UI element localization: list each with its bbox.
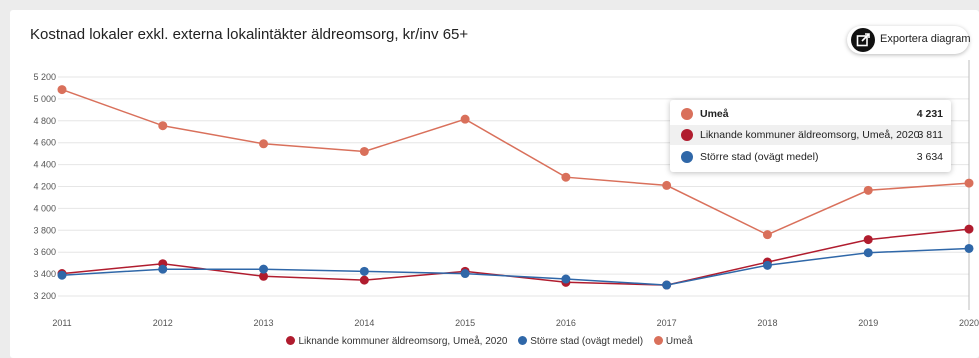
- y-tick-label: 3 600: [33, 247, 56, 257]
- grid-lines: [58, 60, 970, 310]
- legend-item-storre[interactable]: Större stad (ovägt medel): [518, 336, 643, 347]
- x-tick-label: 2019: [858, 318, 878, 328]
- legend-dot: [653, 336, 663, 345]
- x-tick-label: 2020: [959, 318, 979, 328]
- y-tick-label: 4 800: [33, 116, 56, 126]
- tooltip-row-umea: Umeå 4 231: [670, 104, 951, 124]
- legend-item-liknande[interactable]: Liknande kommuner äldreomsorg, Umeå, 202…: [286, 336, 507, 347]
- y-tick-label: 4 000: [33, 203, 56, 213]
- tooltip-name: Umeå: [700, 108, 729, 120]
- data-point: [863, 235, 873, 245]
- y-tick-label: 5 200: [33, 72, 56, 82]
- x-tick-label: 2013: [254, 318, 274, 328]
- chart-card: [10, 10, 979, 358]
- legend-label: Umeå: [665, 336, 693, 347]
- y-axis-ticks: 5 200 5 000 4 800 4 600 4 400 4 200 4 000 3 800…: [33, 72, 56, 301]
- data-point: [259, 271, 269, 281]
- legend-dot: [286, 336, 296, 345]
- legend-item-umea[interactable]: Umeå: [653, 336, 693, 347]
- data-point: [762, 260, 772, 270]
- tooltip-dot-umea: [681, 108, 693, 120]
- tooltip-row-liknande: Liknande kommuner äldreomsorg, Umeå, 202…: [670, 125, 951, 145]
- data-point: [964, 178, 974, 188]
- legend-dot: [518, 336, 528, 345]
- x-axis-ticks: 2011 2012 2013 2014 2015 2016 2017 2018 2019 2020: [52, 318, 979, 328]
- tooltip: Umeå 4 231 Liknande kommuner äldreomsorg…: [670, 100, 951, 172]
- data-point: [561, 172, 571, 182]
- y-tick-label: 4 200: [33, 182, 56, 192]
- data-point: [863, 248, 873, 258]
- chart-title: Kostnad lokaler exkl. externa lokalintäk…: [30, 26, 469, 43]
- data-point: [561, 274, 571, 284]
- tooltip-dot-liknande: [681, 129, 693, 141]
- data-point: [460, 269, 470, 279]
- legend-label: Liknande kommuner äldreomsorg, Umeå, 202…: [298, 336, 508, 347]
- data-point: [259, 139, 269, 149]
- y-tick-label: 3 800: [33, 225, 56, 235]
- series-line: [61, 247, 970, 286]
- series-points: [57, 85, 974, 290]
- series-line: [61, 88, 970, 236]
- data-point: [662, 280, 672, 290]
- tooltip-value: 3 811: [917, 129, 944, 141]
- data-point: [762, 230, 772, 240]
- legend: Liknande kommuner äldreomsorg, Umeå, 202…: [0, 336, 979, 347]
- y-tick-label: 3 400: [33, 269, 56, 279]
- y-tick-label: 3 200: [33, 291, 56, 301]
- tooltip-name: Större stad (ovägt medel): [700, 151, 819, 163]
- data-point: [259, 264, 269, 274]
- series-lines: [61, 88, 970, 286]
- export-button[interactable]: Exportera diagram: [847, 26, 971, 54]
- data-point: [158, 264, 168, 274]
- data-point: [460, 114, 470, 124]
- data-point: [662, 180, 672, 190]
- data-point: [359, 266, 369, 276]
- data-point: [57, 85, 67, 95]
- legend-label: Större stad (ovägt medel): [530, 336, 644, 347]
- y-tick-label: 4 400: [33, 160, 56, 170]
- tooltip-name: Liknande kommuner äldreomsorg, Umeå, 202…: [700, 129, 920, 141]
- tooltip-row-storre: Större stad (ovägt medel) 3 634: [670, 147, 951, 167]
- x-tick-label: 2016: [556, 318, 576, 328]
- data-point: [359, 146, 369, 156]
- data-point: [359, 275, 369, 285]
- x-tick-label: 2018: [757, 318, 777, 328]
- x-tick-label: 2017: [657, 318, 677, 328]
- data-point: [158, 121, 168, 131]
- data-point: [863, 185, 873, 195]
- y-tick-label: 5 000: [33, 94, 56, 104]
- x-tick-label: 2015: [455, 318, 475, 328]
- data-point: [964, 224, 974, 234]
- export-icon: [851, 28, 875, 52]
- data-point: [57, 270, 67, 280]
- x-tick-label: 2014: [354, 318, 374, 328]
- x-tick-label: 2012: [153, 318, 173, 328]
- x-tick-label: 2011: [52, 318, 71, 328]
- tooltip-value: 3 634: [916, 151, 943, 163]
- data-point: [964, 243, 974, 253]
- y-tick-label: 4 600: [33, 138, 56, 148]
- export-label: Exportera diagram: [880, 33, 971, 45]
- tooltip-dot-storre: [681, 151, 693, 163]
- tooltip-value: 4 231: [916, 108, 943, 120]
